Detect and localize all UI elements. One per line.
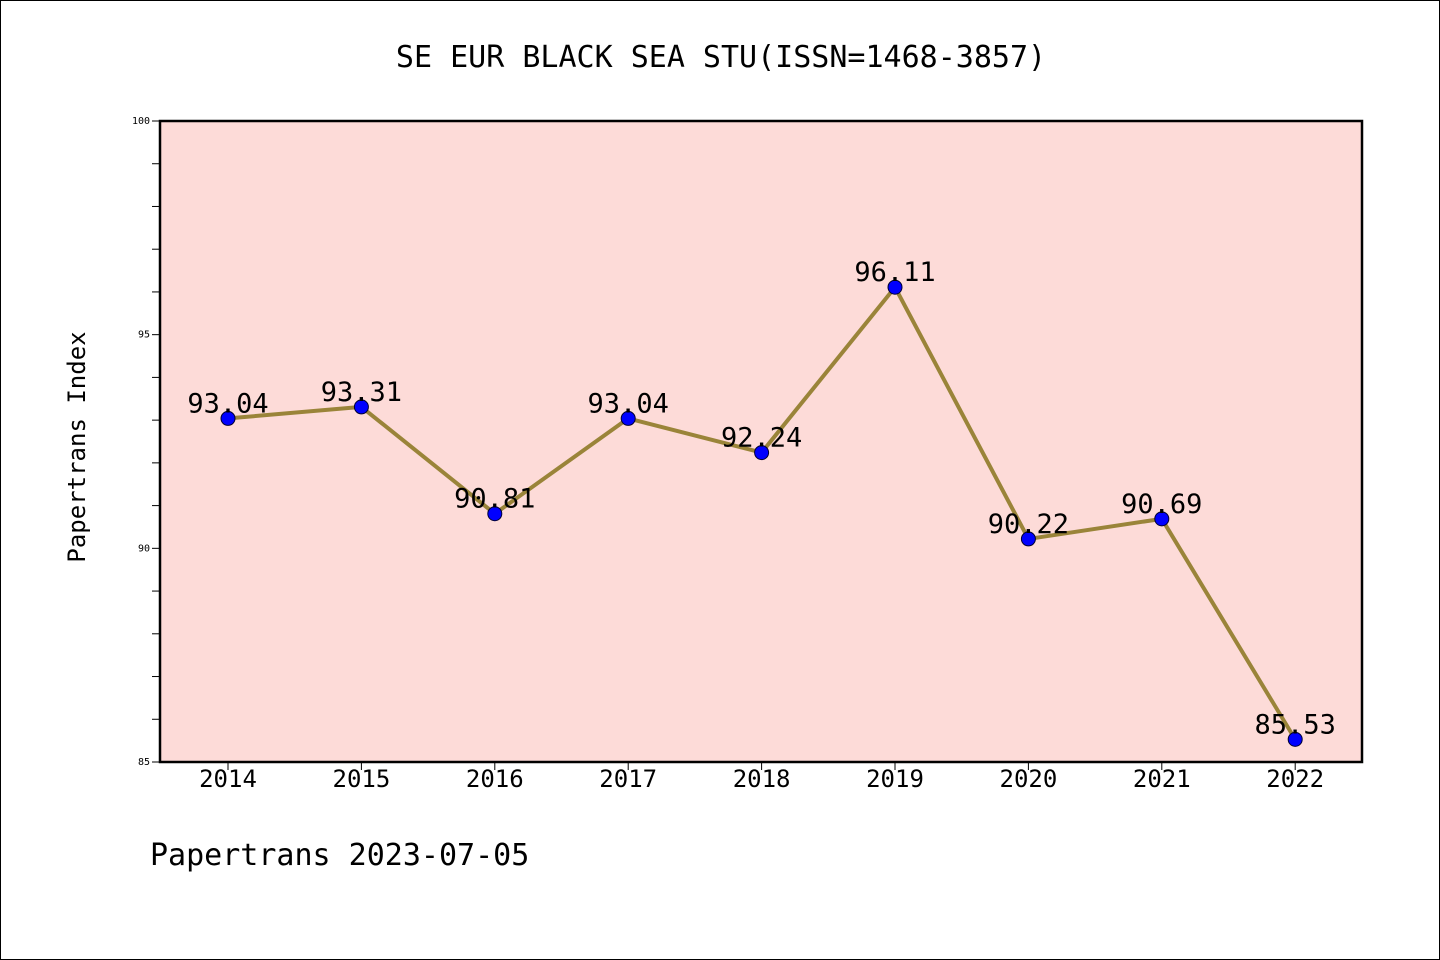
data-point-marker [1154, 511, 1170, 527]
x-tick-label: 2021 [1133, 765, 1191, 793]
data-point-marker [220, 410, 236, 426]
data-point-marker [754, 445, 770, 461]
data-value-label: 96.11 [854, 257, 935, 288]
chart-title: SE EUR BLACK SEA STU(ISSN=1468-3857) [396, 40, 1046, 75]
series-markers [220, 279, 1303, 747]
data-point-marker [487, 506, 503, 522]
axis-ticks: 85 90 95 100 2014 2015 2016 2017 2018 2019 2020 202… [132, 116, 1324, 793]
data-point-marker [1287, 731, 1303, 747]
data-value-label: 90.22 [988, 509, 1069, 540]
data-value-label: 90.81 [454, 484, 535, 515]
data-value-label: 90.69 [1121, 489, 1202, 520]
footer-credit: Papertrans 2023-07-05 [150, 838, 529, 873]
data-value-label: 92.24 [721, 423, 802, 454]
x-tick-label: 2019 [866, 765, 924, 793]
data-point-marker [620, 410, 636, 426]
data-value-label: 93.04 [588, 388, 669, 419]
x-tick-label: 2018 [733, 765, 791, 793]
y-tick-label: 85 [138, 757, 150, 768]
y-axis-label: Papertrans Index [63, 331, 91, 562]
x-tick-label: 2014 [199, 765, 257, 793]
x-tick-label: 2016 [466, 765, 524, 793]
plot-area [158, 119, 1364, 764]
x-tick-label: 2020 [1000, 765, 1058, 793]
y-tick-label: 100 [132, 116, 150, 127]
y-tick-label: 90 [138, 543, 150, 554]
data-point-marker [887, 279, 903, 295]
data-value-label: 85.53 [1255, 709, 1336, 740]
x-tick-label: 2015 [333, 765, 391, 793]
data-point-marker [1020, 531, 1036, 547]
data-labels: 93.04 93.31 90.81 93.04 92.24 96.11 90.22 90.69… [187, 257, 1335, 740]
y-tick-label: 95 [138, 330, 150, 341]
x-tick-label: 2022 [1266, 765, 1324, 793]
data-value-label: 93.04 [187, 388, 268, 419]
x-tick-label: 2017 [599, 765, 657, 793]
data-point-marker [353, 399, 369, 415]
data-value-label: 93.31 [321, 377, 402, 408]
